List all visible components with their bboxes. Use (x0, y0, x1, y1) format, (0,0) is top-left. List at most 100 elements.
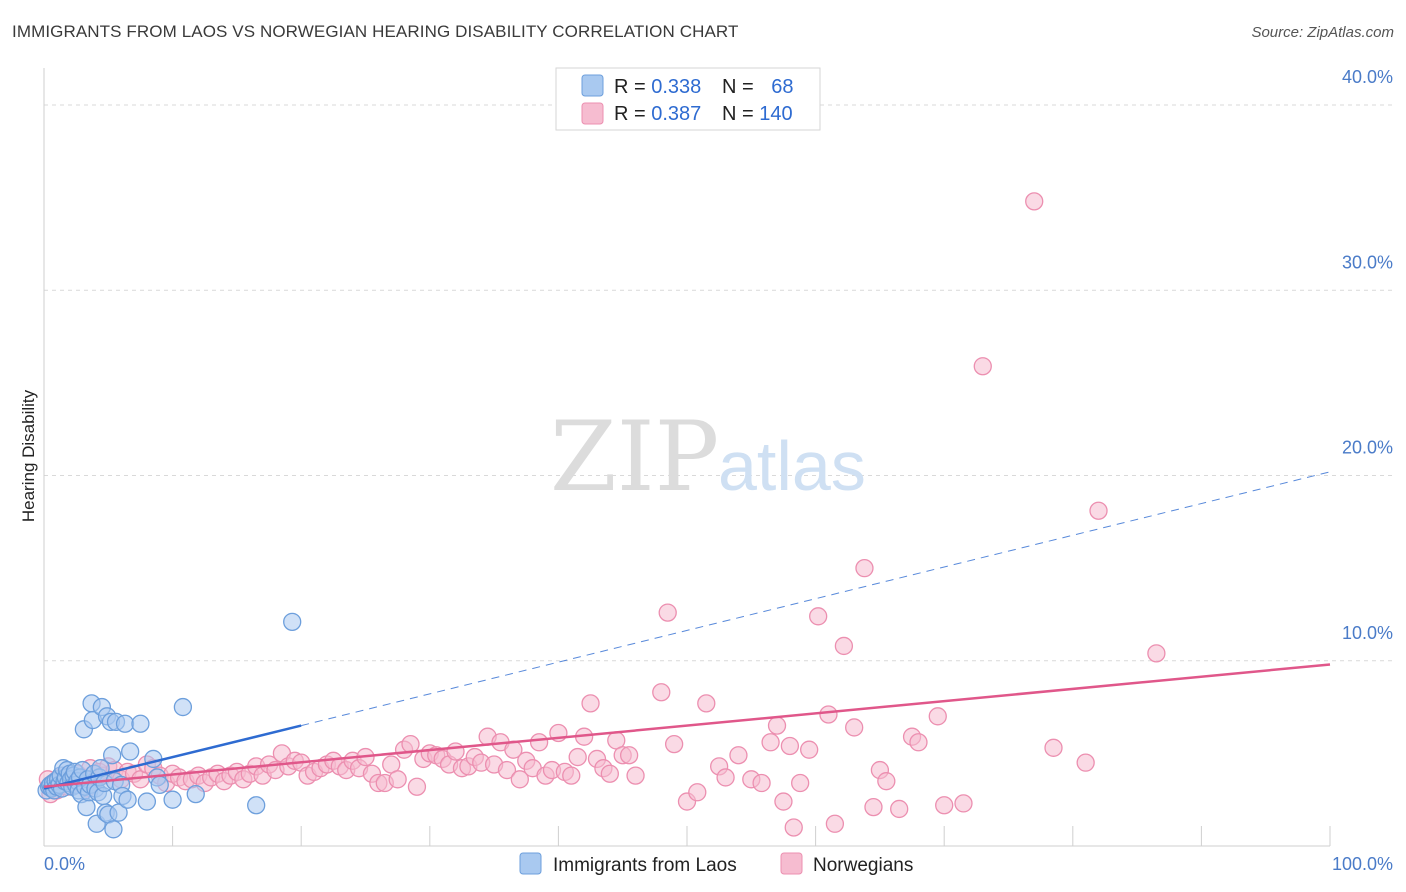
y-axis-label: Hearing Disability (19, 389, 38, 522)
point-norwegians-113 (780, 736, 800, 756)
legend-r-value-norwegians: 0.387 (651, 103, 701, 125)
point-laos-57 (118, 790, 137, 809)
bottom-legend-swatch-norwegians (780, 852, 803, 875)
point-norwegians-109 (752, 773, 771, 793)
legend-swatch-laos (581, 74, 604, 97)
point-norwegians-104 (697, 694, 716, 713)
point-norwegians-107 (729, 746, 748, 765)
point-norwegians-121 (845, 718, 864, 737)
point-norwegians-94 (600, 764, 619, 783)
legend-r-label-norwegians: R = (614, 103, 651, 125)
chart-title: IMMIGRANTS FROM LAOS VS NORWEGIAN HEARIN… (12, 22, 739, 41)
point-norwegians-116 (800, 740, 819, 759)
grid-lines (44, 104, 1394, 662)
point-norwegians-117 (809, 607, 828, 626)
point-norwegians-120 (834, 636, 854, 656)
legend-swatch-norwegians (581, 102, 604, 125)
point-norwegians-97 (619, 746, 639, 765)
point-laos-65 (173, 697, 193, 717)
point-laos-58 (121, 742, 140, 761)
point-norwegians-70 (446, 742, 465, 761)
x-tick-label-1: 100.0% (1332, 854, 1393, 874)
point-norwegians-61 (388, 770, 407, 789)
point-norwegians-119 (825, 814, 845, 833)
y-tick-label-3: 40.0% (1342, 67, 1393, 87)
point-laos-30 (77, 797, 96, 817)
point-laos-49 (103, 746, 122, 765)
point-norwegians-128 (909, 733, 928, 752)
point-laos-67 (247, 796, 266, 815)
svg-text:R = 0.338: R = 0.338 (614, 76, 701, 98)
bottom-legend-label-laos: Immigrants from Laos (553, 855, 737, 876)
legend-r-value-laos: 0.338 (651, 76, 701, 98)
point-norwegians-133 (1025, 192, 1044, 211)
point-norwegians-100 (658, 603, 677, 622)
point-laos-63 (150, 775, 169, 795)
point-norwegians-106 (716, 768, 735, 787)
point-norwegians-103 (688, 783, 707, 802)
point-norwegians-136 (1089, 501, 1108, 520)
point-norwegians-137 (1147, 644, 1166, 663)
y-axis-tick-labels: 10.0% 20.0% 30.0% 40.0% (1342, 67, 1393, 643)
point-norwegians-88 (562, 766, 581, 785)
series-norwegians-points (38, 192, 1166, 837)
point-norwegians-122 (855, 558, 874, 578)
point-norwegians-80 (510, 770, 529, 789)
point-norwegians-129 (928, 707, 947, 726)
trend-lines (43, 471, 1331, 790)
point-norwegians-64 (407, 777, 427, 796)
y-tick-label-2: 30.0% (1342, 252, 1393, 272)
svg-text:N = 68: N = 68 (722, 76, 794, 98)
legend-n-value-norwegians: 140 (759, 103, 792, 125)
point-norwegians-114 (784, 818, 803, 837)
point-norwegians-130 (935, 796, 954, 815)
point-norwegians-135 (1076, 753, 1095, 772)
x-axis-tick-labels: 0.0% 100.0% (44, 854, 1393, 874)
legend-n-label-norwegians: N = (722, 103, 759, 125)
point-norwegians-99 (652, 683, 671, 702)
trend-line-norwegians (43, 663, 1331, 788)
point-norwegians-125 (877, 772, 896, 791)
point-laos-50 (104, 820, 123, 839)
point-norwegians-111 (767, 716, 787, 735)
bottom-legend-swatch-laos (519, 852, 542, 875)
point-norwegians-123 (864, 797, 883, 817)
trend-line-laos-extension (301, 471, 1331, 727)
y-tick-label-1: 20.0% (1342, 438, 1393, 458)
point-laos-60 (137, 792, 157, 811)
x-axis-ticks (172, 826, 1331, 846)
point-norwegians-118 (819, 705, 838, 724)
legend-box: R = 0.338 N = 68 R = 0.387 N = 140 (555, 67, 821, 131)
legend-r-label-laos: R = (614, 76, 651, 98)
point-laos-64 (163, 790, 182, 809)
point-norwegians-132 (973, 357, 992, 376)
point-norwegians-101 (664, 734, 684, 754)
point-laos-56 (115, 714, 135, 733)
point-norwegians-115 (791, 773, 810, 793)
point-norwegians-112 (774, 792, 793, 811)
point-laos-59 (131, 714, 150, 733)
point-norwegians-126 (890, 799, 909, 819)
point-laos-68 (283, 612, 302, 632)
svg-text:N = 140: N = 140 (722, 103, 793, 125)
watermark-zip: ZIP (550, 401, 719, 513)
legend-n-label-laos: N = (722, 76, 759, 98)
point-norwegians-131 (954, 794, 973, 813)
series-laos-points (37, 612, 302, 839)
y-tick-label-0: 10.0% (1342, 623, 1393, 643)
point-norwegians-134 (1044, 738, 1063, 757)
watermark: ZIP atlas (550, 401, 866, 513)
bottom-legend: Immigrants from Laos Norwegians (519, 852, 913, 876)
point-norwegians-98 (626, 766, 645, 785)
point-norwegians-89 (568, 747, 587, 767)
x-tick-label-0: 0.0% (44, 854, 85, 874)
legend-n-value-laos: 68 (771, 76, 793, 98)
point-laos-61 (144, 749, 163, 769)
source-credit: Source: ZipAtlas.com (1251, 24, 1394, 41)
point-laos-66 (186, 784, 205, 804)
point-norwegians-78 (497, 760, 517, 780)
point-norwegians-110 (761, 733, 780, 752)
bottom-legend-label-norwegians: Norwegians (813, 855, 913, 876)
point-norwegians-91 (581, 694, 600, 713)
